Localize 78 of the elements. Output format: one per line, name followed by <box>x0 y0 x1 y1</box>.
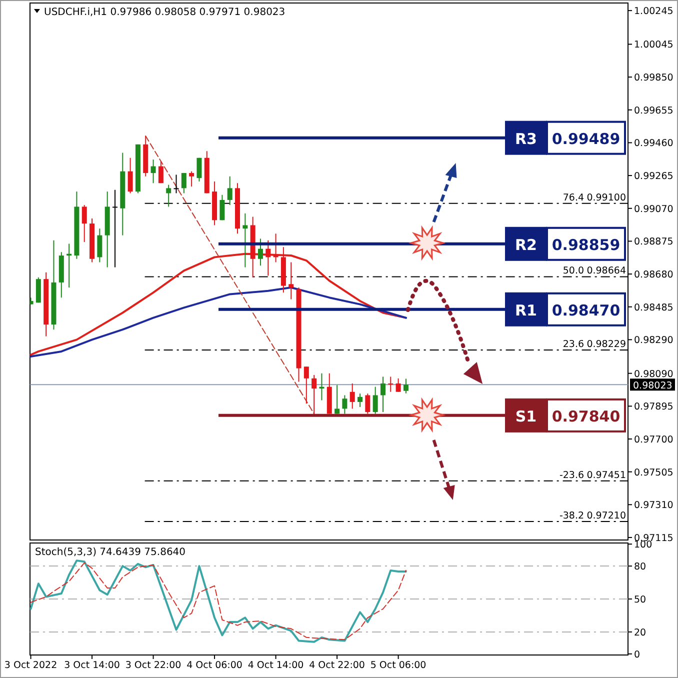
y-tick-label: 0.97505 <box>634 467 674 478</box>
ref-line-label: 0.98664 <box>586 266 626 277</box>
y-tick-label: 0.98090 <box>634 368 674 380</box>
x-tick-label: 3 Oct 22:00 <box>125 660 182 671</box>
candlestick <box>242 212 248 268</box>
candlestick <box>334 384 340 414</box>
y-tick-label: 1.00245 <box>634 6 674 18</box>
ref-line-label: 0.98023 <box>633 380 672 392</box>
x-tick-label: 4 Oct 14:00 <box>248 660 304 671</box>
candlestick <box>220 194 225 221</box>
y-tick-label: 0.98290 <box>634 335 674 346</box>
candlestick <box>304 366 309 404</box>
y-tick-label: 0.97700 <box>634 434 674 446</box>
candlestick <box>112 189 118 268</box>
candlestick <box>97 228 102 263</box>
annotation: S1 <box>515 407 537 426</box>
candlestick <box>36 276 41 304</box>
y-tick-label: 0.97310 <box>634 500 674 512</box>
x-tick-label: 3 Oct 14:00 <box>64 660 120 671</box>
candlestick <box>128 157 133 194</box>
candlestick <box>380 376 386 413</box>
candlestick <box>166 184 172 208</box>
y-tick-label: 100 <box>634 540 652 551</box>
y-tick-label: 80 <box>634 562 646 573</box>
y-tick-label: 20 <box>634 627 646 638</box>
ref-line-label: 0.98859 <box>552 236 620 254</box>
chart-title: USDCHF.i,H1 0.97986 0.98058 0.97971 0.98023 <box>44 7 286 18</box>
x-tick-label: 4 Oct 06:00 <box>186 660 242 671</box>
annotation: R3 <box>515 130 537 148</box>
x-tick-label: 5 Oct 06:00 <box>370 660 426 671</box>
ref-line-label: 0.97451 <box>586 470 626 481</box>
y-tick-label: 0.99655 <box>634 105 674 116</box>
y-tick-label: 0.98680 <box>634 270 674 281</box>
candlestick <box>288 262 294 300</box>
y-tick-label: 0.98485 <box>634 302 674 314</box>
annotation: -38.2 <box>559 510 584 522</box>
candlestick <box>342 394 348 414</box>
annotation: R2 <box>515 236 537 254</box>
x-tick-label: 3 Oct 2022 <box>4 660 58 671</box>
ref-line-label: 0.97210 <box>586 510 626 522</box>
candlestick <box>403 378 408 394</box>
ref-line-label: 0.98470 <box>552 301 620 320</box>
candlestick <box>358 393 363 408</box>
candlestick <box>189 170 194 187</box>
y-tick-label: 0 <box>634 649 640 660</box>
y-tick-label: 0.97895 <box>634 402 674 413</box>
annotation: 23.6 <box>562 338 584 350</box>
y-tick-label: 1.00045 <box>634 40 674 51</box>
ref-line-label: 0.99489 <box>552 130 620 148</box>
ref-line-label: 0.99100 <box>586 192 626 204</box>
candlestick <box>174 174 179 194</box>
candlestick <box>258 238 263 266</box>
candlestick <box>196 157 202 182</box>
y-tick-label: 0.99460 <box>634 138 674 150</box>
annotation: R1 <box>515 301 537 320</box>
x-tick-label: 4 Oct 22:00 <box>309 660 365 671</box>
candlestick <box>158 160 164 184</box>
candlestick <box>372 386 378 414</box>
candlestick <box>365 393 370 414</box>
y-tick-label: 0.99265 <box>634 171 674 182</box>
y-tick-label: 0.98875 <box>634 236 674 248</box>
annotation: 50.0 <box>562 266 584 277</box>
candlestick <box>150 159 156 184</box>
candlestick <box>181 172 186 194</box>
candlestick <box>312 374 317 416</box>
candlestick <box>388 376 394 392</box>
y-tick-label: 50 <box>634 594 646 606</box>
chart-title: Stoch(5,3,3) 74.6439 75.8640 <box>35 547 186 558</box>
candlestick <box>350 382 355 410</box>
y-tick-label: 0.99070 <box>634 204 674 215</box>
candlestick <box>396 378 401 392</box>
ref-line-label: 0.98229 <box>586 338 626 350</box>
annotation: 76.4 <box>562 192 584 204</box>
candlestick <box>82 204 87 243</box>
y-tick-label: 0.99850 <box>634 72 674 84</box>
ref-line-label: 0.97840 <box>552 407 620 426</box>
candlestick <box>227 176 232 206</box>
annotation: -23.6 <box>559 470 584 481</box>
